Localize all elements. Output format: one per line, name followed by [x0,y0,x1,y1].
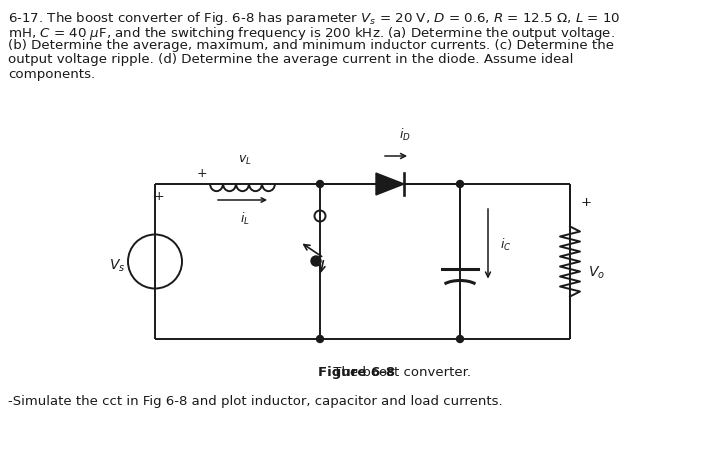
Text: $i_C$: $i_C$ [500,236,512,252]
Polygon shape [376,174,404,195]
Text: +: + [581,196,591,209]
Circle shape [316,336,323,343]
Text: output voltage ripple. (d) Determine the average current in the diode. Assume id: output voltage ripple. (d) Determine the… [8,53,574,66]
Text: +: + [196,167,207,180]
Text: $V_s$: $V_s$ [108,257,125,273]
Text: $V_o$: $V_o$ [588,264,605,280]
Text: +: + [154,190,164,203]
Text: components.: components. [8,68,95,81]
Text: $i_D$: $i_D$ [399,126,411,143]
Text: The boost converter.: The boost converter. [329,365,471,378]
Text: (b) Determine the average, maximum, and minimum inductor currents. (c) Determine: (b) Determine the average, maximum, and … [8,39,614,52]
Text: -Simulate the cct in Fig 6-8 and plot inductor, capacitor and load currents.: -Simulate the cct in Fig 6-8 and plot in… [8,394,503,407]
Text: Figure 6-8: Figure 6-8 [318,365,396,378]
Text: $v_L$: $v_L$ [238,154,252,167]
Circle shape [311,257,321,266]
Text: mH, $C$ = 40 $\mu$F, and the switching frequency is 200 kHz. (a) Determine the o: mH, $C$ = 40 $\mu$F, and the switching f… [8,25,615,41]
Circle shape [457,336,464,343]
Circle shape [316,181,323,188]
Text: 6-17. The boost converter of Fig. 6-8 has parameter $V_s$ = 20 V, $D$ = 0.6, $R$: 6-17. The boost converter of Fig. 6-8 ha… [8,10,620,27]
Text: $i_L$: $i_L$ [240,211,250,226]
Circle shape [457,181,464,188]
